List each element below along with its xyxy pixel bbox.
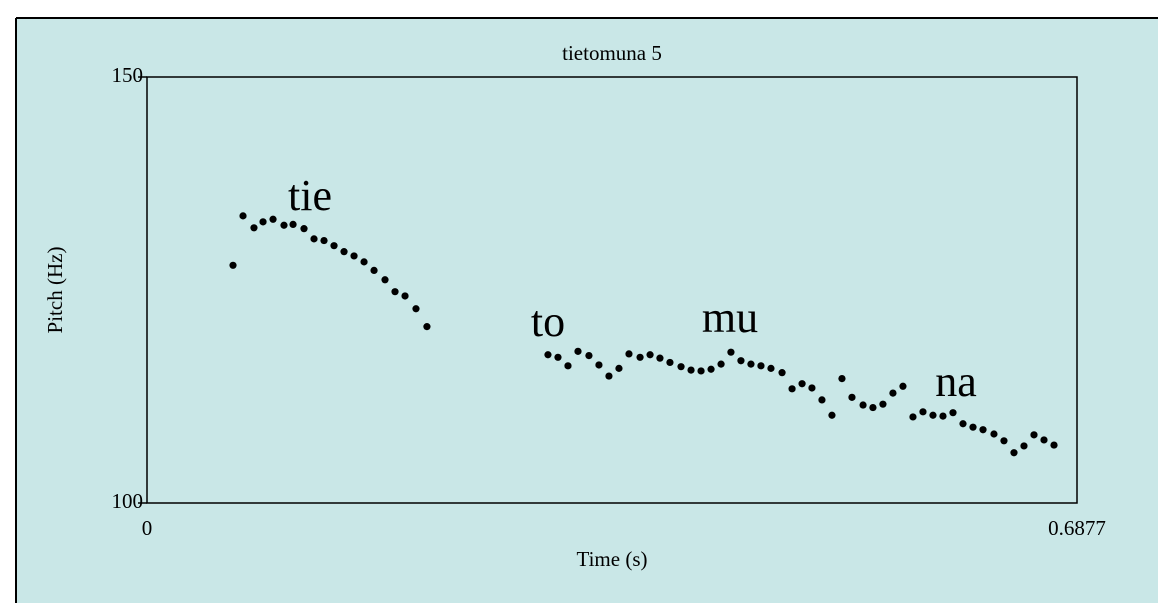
- pitch-point: [259, 218, 267, 226]
- pitch-point: [889, 389, 897, 397]
- pitch-point: [239, 212, 247, 220]
- pitch-point: [269, 215, 277, 223]
- pitch-point: [990, 430, 998, 438]
- annotation: na: [935, 357, 977, 406]
- pitch-point: [666, 358, 674, 367]
- pitch-point: [1000, 437, 1008, 445]
- x-tick-label: 0: [142, 516, 153, 540]
- pitch-point: [391, 288, 399, 296]
- pitch-point: [381, 276, 389, 284]
- pitch-point: [788, 385, 796, 393]
- x-axis-label: Time (s): [577, 547, 648, 571]
- pitch-point: [1040, 436, 1048, 444]
- pitch-point: [625, 350, 633, 358]
- pitch-point: [360, 258, 368, 266]
- pitch-point: [401, 292, 409, 300]
- pitch-point: [280, 221, 288, 229]
- pitch-point: [595, 361, 603, 369]
- pitch-point: [646, 351, 654, 359]
- pitch-point: [879, 400, 887, 408]
- annotation: mu: [702, 293, 758, 342]
- pitch-point: [859, 401, 867, 409]
- pitch-point: [767, 364, 775, 372]
- pitch-point: [979, 426, 987, 434]
- pitch-point: [677, 363, 685, 371]
- pitch-point: [412, 305, 420, 313]
- pitch-point: [1020, 442, 1028, 450]
- pitch-point: [564, 362, 572, 370]
- chart-title: tietomuna 5: [562, 41, 662, 65]
- pitch-point: [828, 411, 836, 419]
- pitch-point: [848, 393, 856, 401]
- pitch-point: [656, 354, 664, 362]
- pitch-point: [350, 252, 358, 260]
- plot-area: [146, 76, 1078, 504]
- y-tick-label: 150: [112, 63, 144, 87]
- pitch-point: [808, 384, 816, 392]
- pitch-point: [757, 362, 765, 370]
- pitch-point: [697, 367, 705, 375]
- pitch-point: [818, 396, 826, 404]
- pitch-point: [717, 360, 725, 368]
- pitch-point: [737, 357, 745, 365]
- pitch-point: [636, 353, 644, 361]
- pitch-point: [574, 347, 582, 355]
- pitch-point: [370, 266, 378, 275]
- pitch-point: [320, 236, 328, 245]
- annotation: to: [531, 297, 565, 346]
- pitch-point: [798, 380, 806, 388]
- background: [16, 18, 1158, 603]
- pitch-point: [585, 352, 593, 360]
- pitch-point: [289, 220, 297, 228]
- pitch-point: [727, 348, 735, 356]
- annotation: tie: [288, 171, 332, 220]
- pitch-point: [869, 403, 877, 412]
- y-axis-label: Pitch (Hz): [43, 247, 67, 334]
- x-tick-label: 0.6877: [1048, 516, 1106, 540]
- pitch-point: [778, 369, 786, 377]
- pitch-point: [605, 372, 613, 380]
- pitch-point: [554, 353, 562, 361]
- pitch-point: [919, 408, 927, 416]
- pitch-point: [229, 261, 237, 269]
- y-tick-label: 100: [112, 489, 144, 513]
- pitch-point: [899, 382, 907, 390]
- pitch-point: [1030, 431, 1038, 439]
- pitch-point: [838, 375, 846, 383]
- pitch-point: [250, 224, 258, 232]
- pitch-point: [959, 420, 967, 428]
- pitch-point: [939, 412, 947, 420]
- pitch-point: [1050, 441, 1058, 449]
- pitch-point: [1010, 449, 1018, 457]
- pitch-point: [949, 409, 957, 417]
- pitch-point: [310, 235, 318, 243]
- pitch-point: [300, 225, 308, 233]
- pitch-point: [707, 365, 715, 373]
- pitch-point: [330, 242, 338, 250]
- pitch-point: [615, 364, 623, 372]
- pitch-point: [747, 360, 755, 368]
- pitch-point: [423, 323, 431, 331]
- pitch-point: [544, 351, 552, 359]
- pitch-point: [969, 423, 977, 431]
- pitch-point: [340, 248, 348, 256]
- pitch-point: [909, 413, 917, 421]
- pitch-point: [687, 366, 695, 374]
- pitch-point: [929, 411, 937, 419]
